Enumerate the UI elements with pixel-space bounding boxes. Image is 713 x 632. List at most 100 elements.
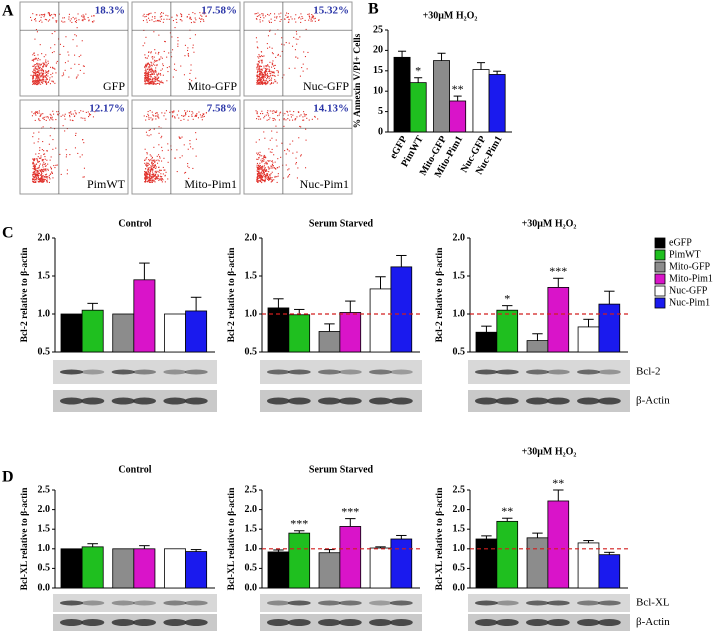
event-dot (147, 169, 149, 171)
event-dot (254, 13, 256, 15)
event-dot (152, 58, 154, 60)
event-dot (152, 180, 154, 182)
event-dot (274, 75, 276, 77)
event-dot (37, 171, 39, 173)
event-dot (266, 43, 268, 45)
event-dot (265, 72, 267, 74)
event-dot (39, 149, 41, 151)
event-dot (153, 175, 155, 177)
event-dot (266, 175, 268, 177)
legend-swatch (654, 297, 666, 309)
event-dot (148, 135, 150, 137)
event-dot (32, 75, 34, 77)
event-dot (174, 157, 176, 159)
event-dot (163, 115, 165, 117)
event-dot (36, 82, 38, 84)
event-dot (156, 75, 158, 77)
event-dot (177, 40, 179, 42)
event-dot (35, 20, 37, 22)
event-dot (171, 36, 173, 38)
event-dot (257, 56, 259, 58)
event-dot (42, 171, 44, 173)
error-bar (190, 296, 202, 311)
event-dot (259, 154, 261, 156)
event-dot (260, 179, 262, 181)
event-dot (42, 62, 44, 64)
event-dot (48, 181, 50, 183)
event-dot (53, 67, 55, 69)
event-dot (40, 155, 42, 157)
panel-letter: D (2, 469, 14, 486)
y-tick-label: 0.5 (38, 346, 51, 357)
event-dot (189, 78, 191, 80)
event-dot (260, 83, 262, 85)
event-dot (145, 180, 147, 182)
event-dot (287, 114, 289, 116)
event-dot (263, 71, 265, 73)
event-dot (33, 72, 35, 74)
event-dot (152, 180, 154, 182)
event-dot (269, 75, 271, 77)
event-dot (151, 19, 153, 21)
blot-band (338, 600, 362, 606)
event-dot (256, 82, 258, 84)
event-dot (148, 71, 150, 73)
error-bar (375, 276, 386, 289)
event-dot (51, 76, 53, 78)
event-dot (270, 166, 272, 168)
event-dot (75, 17, 77, 19)
event-dot (277, 158, 279, 160)
event-dot (261, 158, 263, 160)
event-dot (256, 15, 258, 17)
event-dot (40, 113, 42, 115)
event-dot (263, 156, 265, 158)
event-dot (311, 20, 313, 22)
event-dot (155, 166, 157, 168)
event-dot (65, 149, 67, 151)
blot-band (369, 600, 392, 606)
event-dot (154, 49, 156, 51)
event-dot (92, 21, 94, 23)
event-dot (51, 172, 53, 174)
event-dot (55, 20, 57, 22)
event-dot (60, 115, 62, 117)
event-dot (259, 70, 261, 72)
event-dot (296, 151, 298, 153)
event-dot (148, 160, 150, 162)
event-dot (91, 21, 93, 23)
event-dot (62, 21, 64, 23)
event-dot (147, 80, 149, 82)
event-dot (146, 157, 148, 159)
event-dot (36, 31, 38, 33)
event-dot (272, 74, 274, 76)
event-dot (270, 79, 272, 81)
event-dot (32, 54, 34, 56)
event-dot (267, 110, 269, 112)
flow-plot: 15.32%Nuc-GFP (243, 1, 353, 97)
event-dot (37, 161, 39, 163)
event-dot (45, 66, 47, 68)
event-dot (148, 76, 150, 78)
event-dot (189, 72, 191, 74)
event-dot (263, 159, 265, 161)
event-dot (144, 178, 146, 180)
event-dot (258, 60, 260, 62)
event-dot (32, 163, 34, 165)
event-dot (176, 15, 178, 17)
bar (449, 100, 467, 133)
event-dot (256, 118, 258, 120)
event-dot (256, 78, 258, 80)
event-dot (159, 58, 161, 60)
event-dot (263, 81, 265, 83)
event-dot (146, 21, 148, 23)
event-dot (299, 115, 301, 117)
event-dot (268, 174, 270, 176)
event-dot (45, 80, 47, 82)
event-dot (42, 82, 44, 84)
event-dot (43, 64, 45, 66)
blot-band (546, 369, 570, 375)
event-dot (305, 114, 307, 116)
event-dot (152, 179, 154, 181)
blot-band (577, 369, 600, 375)
event-dot (258, 180, 260, 182)
